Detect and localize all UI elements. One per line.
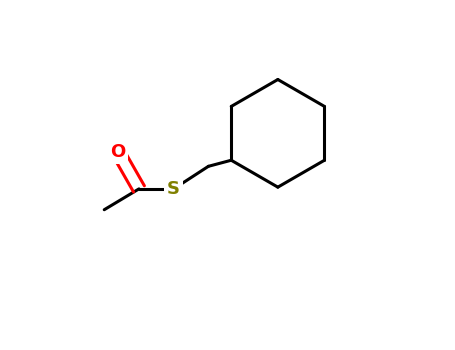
Text: S: S (167, 180, 180, 198)
Text: O: O (111, 144, 126, 161)
